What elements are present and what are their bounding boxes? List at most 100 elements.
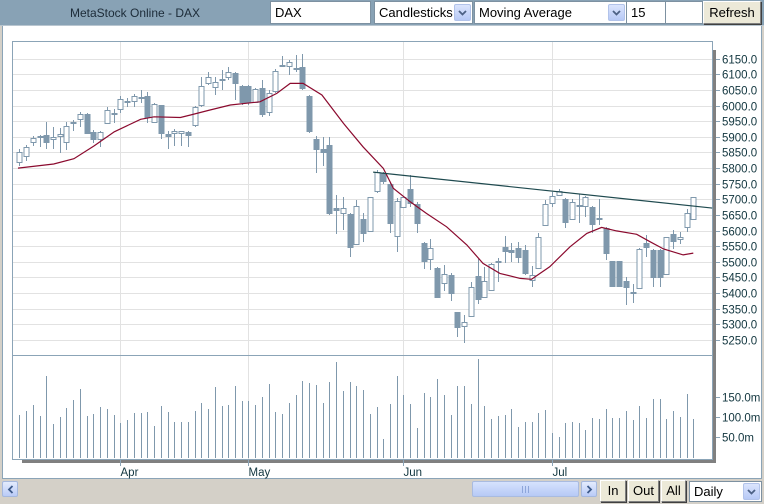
zoom-out-button[interactable]: Out <box>628 480 659 502</box>
price-tick-label: 5350.0 <box>722 305 757 317</box>
scroll-left-button[interactable] <box>2 481 18 497</box>
candle <box>529 266 536 287</box>
indicator-select[interactable]: Moving Average <box>474 1 627 24</box>
candle <box>245 85 252 105</box>
candle <box>171 129 178 146</box>
chevron-right-icon <box>586 484 592 494</box>
candle <box>495 258 502 282</box>
candle <box>326 137 333 215</box>
candle <box>670 230 677 249</box>
candle <box>30 136 37 146</box>
candle <box>293 55 300 72</box>
app-title: MetaStock Online - DAX <box>69 6 201 20</box>
scrollbar-track[interactable] <box>19 481 580 497</box>
volume-bars <box>19 359 694 458</box>
price-tick-label: 5700.0 <box>722 195 757 207</box>
candle <box>104 107 111 124</box>
candle <box>165 131 172 149</box>
chart-type-select[interactable]: Candlesticks <box>374 1 473 24</box>
candle <box>63 122 70 150</box>
candle <box>663 237 670 275</box>
candle <box>576 194 583 223</box>
refresh-button[interactable]: Refresh <box>703 1 761 24</box>
candle <box>23 145 30 161</box>
price-tick-label: 5650.0 <box>722 211 757 223</box>
scroll-right-button[interactable] <box>581 481 597 497</box>
scrollbar-thumb[interactable] <box>472 481 579 497</box>
price-tick-label: 5800.0 <box>722 164 757 176</box>
candle <box>131 94 138 107</box>
candle <box>259 80 266 117</box>
candle <box>77 112 84 127</box>
price-tick-label: 6100.0 <box>722 70 757 82</box>
candle <box>522 245 529 275</box>
price-tick-label: 6000.0 <box>722 102 757 114</box>
candle <box>461 315 468 343</box>
candle <box>502 236 509 263</box>
chevron-down-icon[interactable] <box>743 483 760 500</box>
candle <box>117 96 124 113</box>
candle <box>582 196 589 217</box>
extra-parameter-input[interactable] <box>665 1 703 24</box>
price-volume-chart: 6150.0 6100.0 6050.0 6000.0 5950.0 5900.0 5850… <box>12 41 760 479</box>
candle <box>448 273 455 301</box>
interval-select[interactable]: Daily <box>689 481 762 502</box>
candle <box>427 239 434 270</box>
candle <box>347 213 354 257</box>
candle <box>677 232 684 244</box>
candle <box>488 263 495 291</box>
candle <box>643 235 650 257</box>
interval-value: Daily <box>694 484 723 499</box>
symbol-input[interactable] <box>270 1 371 24</box>
price-tick-label: 5400.0 <box>722 289 757 301</box>
volume-tick-label: 150.0m <box>722 393 760 405</box>
candle <box>219 70 226 90</box>
candle <box>185 131 192 147</box>
candle <box>212 77 219 95</box>
candle <box>111 109 118 123</box>
price-tick-label: 5900.0 <box>722 133 757 145</box>
candle <box>272 69 279 93</box>
candle <box>151 103 158 123</box>
price-tick-label: 5300.0 <box>722 320 757 332</box>
candle <box>650 249 657 287</box>
candle <box>266 90 273 116</box>
candle <box>50 127 57 149</box>
candle <box>198 77 205 107</box>
moving-average-line <box>17 82 694 280</box>
candle <box>313 136 320 173</box>
date-tick-label: May <box>249 467 271 479</box>
date-tick-label: Apr <box>121 467 139 479</box>
show-all-button[interactable]: All <box>661 480 686 502</box>
candle <box>475 259 482 304</box>
candle <box>616 261 623 287</box>
indicator-value: Moving Average <box>479 5 572 20</box>
candle <box>70 120 77 131</box>
candle <box>542 200 549 226</box>
candle <box>97 131 104 147</box>
price-tick-label: 5250.0 <box>722 336 757 348</box>
candle <box>690 197 697 220</box>
price-tick-label: 6150.0 <box>722 55 757 67</box>
candle <box>286 60 293 75</box>
candle <box>630 284 637 303</box>
chevron-down-icon[interactable] <box>608 4 625 21</box>
date-axis: Apr May Jun Jul <box>120 460 567 479</box>
price-tick-label: 5750.0 <box>722 180 757 192</box>
candle <box>43 122 50 149</box>
candle <box>609 261 616 287</box>
chevron-down-icon[interactable] <box>454 4 471 21</box>
grip-icon <box>522 485 529 493</box>
candle <box>481 267 488 298</box>
candle <box>353 200 360 245</box>
candle <box>535 233 542 269</box>
period-input[interactable] <box>626 1 666 24</box>
resistance-trendline[interactable] <box>373 171 713 209</box>
candle <box>434 267 441 298</box>
zoom-in-button[interactable]: In <box>600 480 626 502</box>
candle <box>549 192 556 207</box>
price-tick-label: 5500.0 <box>722 258 757 270</box>
candle <box>367 197 374 232</box>
candle <box>252 88 259 103</box>
chevron-left-icon <box>7 484 13 494</box>
